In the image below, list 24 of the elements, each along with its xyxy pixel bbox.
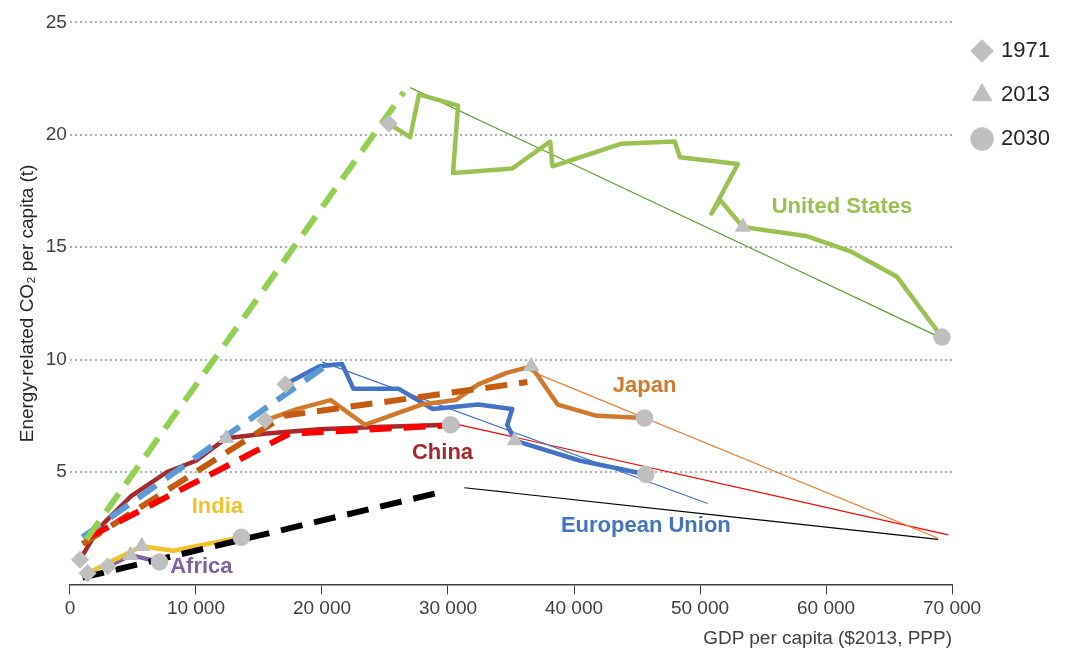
legend-label: 1971: [1001, 37, 1051, 63]
series-label: United States: [771, 193, 913, 219]
series-label: Africa: [170, 552, 234, 578]
series-label: Japan: [612, 372, 677, 398]
x-tick-label: 30 000: [418, 597, 478, 619]
x-tick-label: 50 000: [670, 597, 730, 619]
x-tick-label: 70 000: [923, 597, 982, 619]
series-label: China: [411, 438, 474, 464]
series-label: India: [191, 493, 244, 519]
x-tick-label: 0: [64, 597, 76, 619]
y-axis-title: Energy-related CO₂ per capita (t): [15, 164, 37, 443]
y-tick-label: 5: [56, 460, 67, 482]
x-tick-label: 20 000: [292, 597, 352, 619]
x-axis-title: GDP per capita ($2013, PPP): [703, 626, 953, 648]
y-tick-label: 10: [45, 347, 67, 369]
y-tick-label: 20: [45, 123, 67, 145]
x-tick-label: 10 000: [166, 597, 226, 619]
y-tick-label: 15: [45, 235, 67, 257]
legend-label: 2013: [1001, 81, 1051, 107]
x-tick-label: 40 000: [544, 597, 604, 619]
y-tick-label: 25: [45, 10, 67, 32]
legend-label: 2030: [1001, 125, 1051, 151]
text: European Union: [560, 512, 731, 538]
x-tick-label: 60 000: [796, 597, 856, 619]
